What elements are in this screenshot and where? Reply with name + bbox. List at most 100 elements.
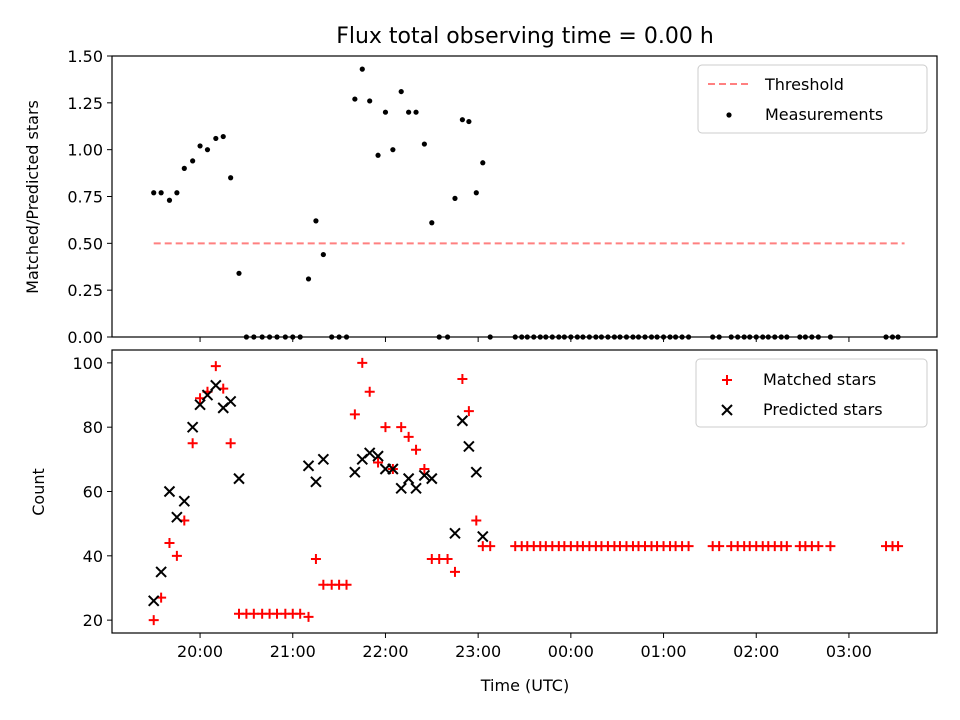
measurement-point bbox=[480, 160, 486, 166]
matched-star-point bbox=[225, 438, 236, 449]
ratio-y-tick-label: 0.25 bbox=[67, 281, 103, 300]
measurement-point bbox=[236, 270, 242, 276]
matched-legend-swatch bbox=[722, 375, 732, 385]
predicted-star-point bbox=[456, 415, 469, 427]
predicted-star-point bbox=[155, 566, 167, 578]
predicted-star-point bbox=[477, 530, 489, 543]
matched-star-point bbox=[318, 579, 329, 590]
measurement-point bbox=[197, 143, 203, 149]
measurement-point bbox=[413, 109, 419, 115]
predicted-star-point bbox=[171, 511, 183, 523]
count-y-tick-label: 40 bbox=[83, 547, 103, 566]
matched-star-point bbox=[373, 457, 384, 468]
matched-legend-label: Matched stars bbox=[763, 370, 876, 389]
measurement-point bbox=[473, 190, 479, 196]
predicted-star-point bbox=[233, 472, 245, 485]
ratio-y-tick-label: 1.00 bbox=[67, 141, 103, 160]
ratio-y-tick-label: 1.25 bbox=[67, 94, 103, 113]
count-x-tick-label: 03:00 bbox=[826, 642, 872, 661]
ratio-y-tick-label: 0.50 bbox=[67, 234, 103, 253]
matched-star-point bbox=[485, 541, 496, 552]
matched-star-point bbox=[310, 554, 321, 565]
measurement-point bbox=[158, 190, 164, 196]
count-x-tick-label: 20:00 bbox=[177, 642, 223, 661]
count-x-tick-label: 22:00 bbox=[362, 642, 408, 661]
matched-star-point bbox=[714, 541, 725, 552]
measurement-point bbox=[367, 98, 373, 104]
measurement-point bbox=[452, 195, 458, 201]
predicted-star-point bbox=[372, 450, 384, 462]
ratio-legend: Threshold Measurements bbox=[697, 64, 928, 134]
matched-star-point bbox=[187, 438, 198, 449]
measurement-point bbox=[406, 109, 412, 115]
count-x-tick-label: 23:00 bbox=[455, 642, 501, 661]
count-x-tick-label: 02:00 bbox=[733, 642, 779, 661]
matched-star-point bbox=[434, 554, 445, 565]
matched-star-point bbox=[248, 608, 259, 619]
measurement-point bbox=[320, 251, 326, 258]
matched-star-point bbox=[396, 422, 407, 433]
matched-star-point bbox=[471, 515, 482, 526]
predicted-star-point bbox=[302, 460, 315, 472]
matched-star-point bbox=[164, 537, 175, 548]
measurement-point bbox=[398, 88, 404, 95]
predicted-star-point bbox=[194, 398, 206, 411]
matched-star-point bbox=[813, 541, 824, 552]
measurement-point bbox=[459, 117, 465, 123]
predicted-star-point bbox=[178, 495, 191, 507]
matched-star-point bbox=[380, 422, 391, 433]
predicted-star-point bbox=[163, 485, 176, 498]
matched-star-point bbox=[210, 361, 221, 372]
matched-star-point bbox=[411, 444, 422, 455]
x-axis-label: Time (UTC) bbox=[480, 676, 569, 695]
predicted-star-point bbox=[395, 482, 407, 494]
ratio-y-tick-label: 1.50 bbox=[67, 47, 103, 66]
matched-star-point bbox=[683, 541, 694, 552]
matched-star-point bbox=[442, 554, 453, 565]
measurement-point bbox=[382, 109, 389, 115]
ratio-panel: 0.00 0.25 0.50 0.75 1.00 1.25 1.50 Matched/Pre… bbox=[23, 47, 938, 347]
matched-star-point bbox=[295, 608, 306, 619]
measurement-point bbox=[359, 66, 365, 72]
predicted-star-point bbox=[186, 421, 199, 433]
predicted-star-point bbox=[224, 395, 237, 408]
predicted-star-point bbox=[470, 466, 483, 478]
matched-star-point bbox=[893, 541, 904, 552]
predicted-star-point bbox=[317, 453, 330, 466]
measurement-point bbox=[313, 218, 319, 224]
matched-star-point bbox=[171, 550, 182, 561]
predicted-star-point bbox=[349, 466, 361, 478]
predicted-star-point bbox=[210, 379, 222, 392]
matched-star-point bbox=[403, 431, 414, 442]
matched-star-point bbox=[272, 608, 282, 619]
measurement-point bbox=[390, 147, 396, 153]
count-y-tick-label: 100 bbox=[72, 354, 103, 373]
measurement-point bbox=[151, 190, 157, 196]
predicted-star-point bbox=[449, 527, 461, 540]
count-x-tick-label: 01:00 bbox=[640, 642, 686, 661]
measurement-point bbox=[181, 165, 187, 171]
matched-star-point bbox=[341, 579, 352, 590]
measurement-point bbox=[352, 96, 358, 102]
matched-star-point bbox=[449, 566, 460, 577]
count-y-tick-label: 80 bbox=[83, 418, 103, 437]
count-x-tick-label: 21:00 bbox=[270, 642, 316, 661]
matched-star-point bbox=[303, 611, 314, 622]
measurement-point bbox=[204, 147, 211, 153]
predicted-star-point bbox=[310, 476, 322, 488]
measurements-legend-label: Measurements bbox=[765, 105, 883, 124]
matched-star-point bbox=[419, 463, 430, 474]
predicted-star-point bbox=[387, 463, 399, 475]
count-legend: Matched stars Predicted stars bbox=[695, 358, 928, 428]
threshold-legend-label: Threshold bbox=[764, 75, 844, 94]
predicted-star-point bbox=[363, 447, 376, 459]
count-legend-box bbox=[695, 358, 928, 428]
ratio-y-tick-label: 0.75 bbox=[67, 188, 103, 207]
predicted-star-point bbox=[426, 472, 438, 485]
matched-star-point bbox=[364, 386, 375, 397]
measurement-point bbox=[228, 175, 234, 181]
predicted-star-point bbox=[463, 440, 475, 453]
predicted-star-point bbox=[418, 469, 431, 482]
measurement-point bbox=[421, 141, 427, 147]
matched-star-point bbox=[781, 541, 792, 552]
